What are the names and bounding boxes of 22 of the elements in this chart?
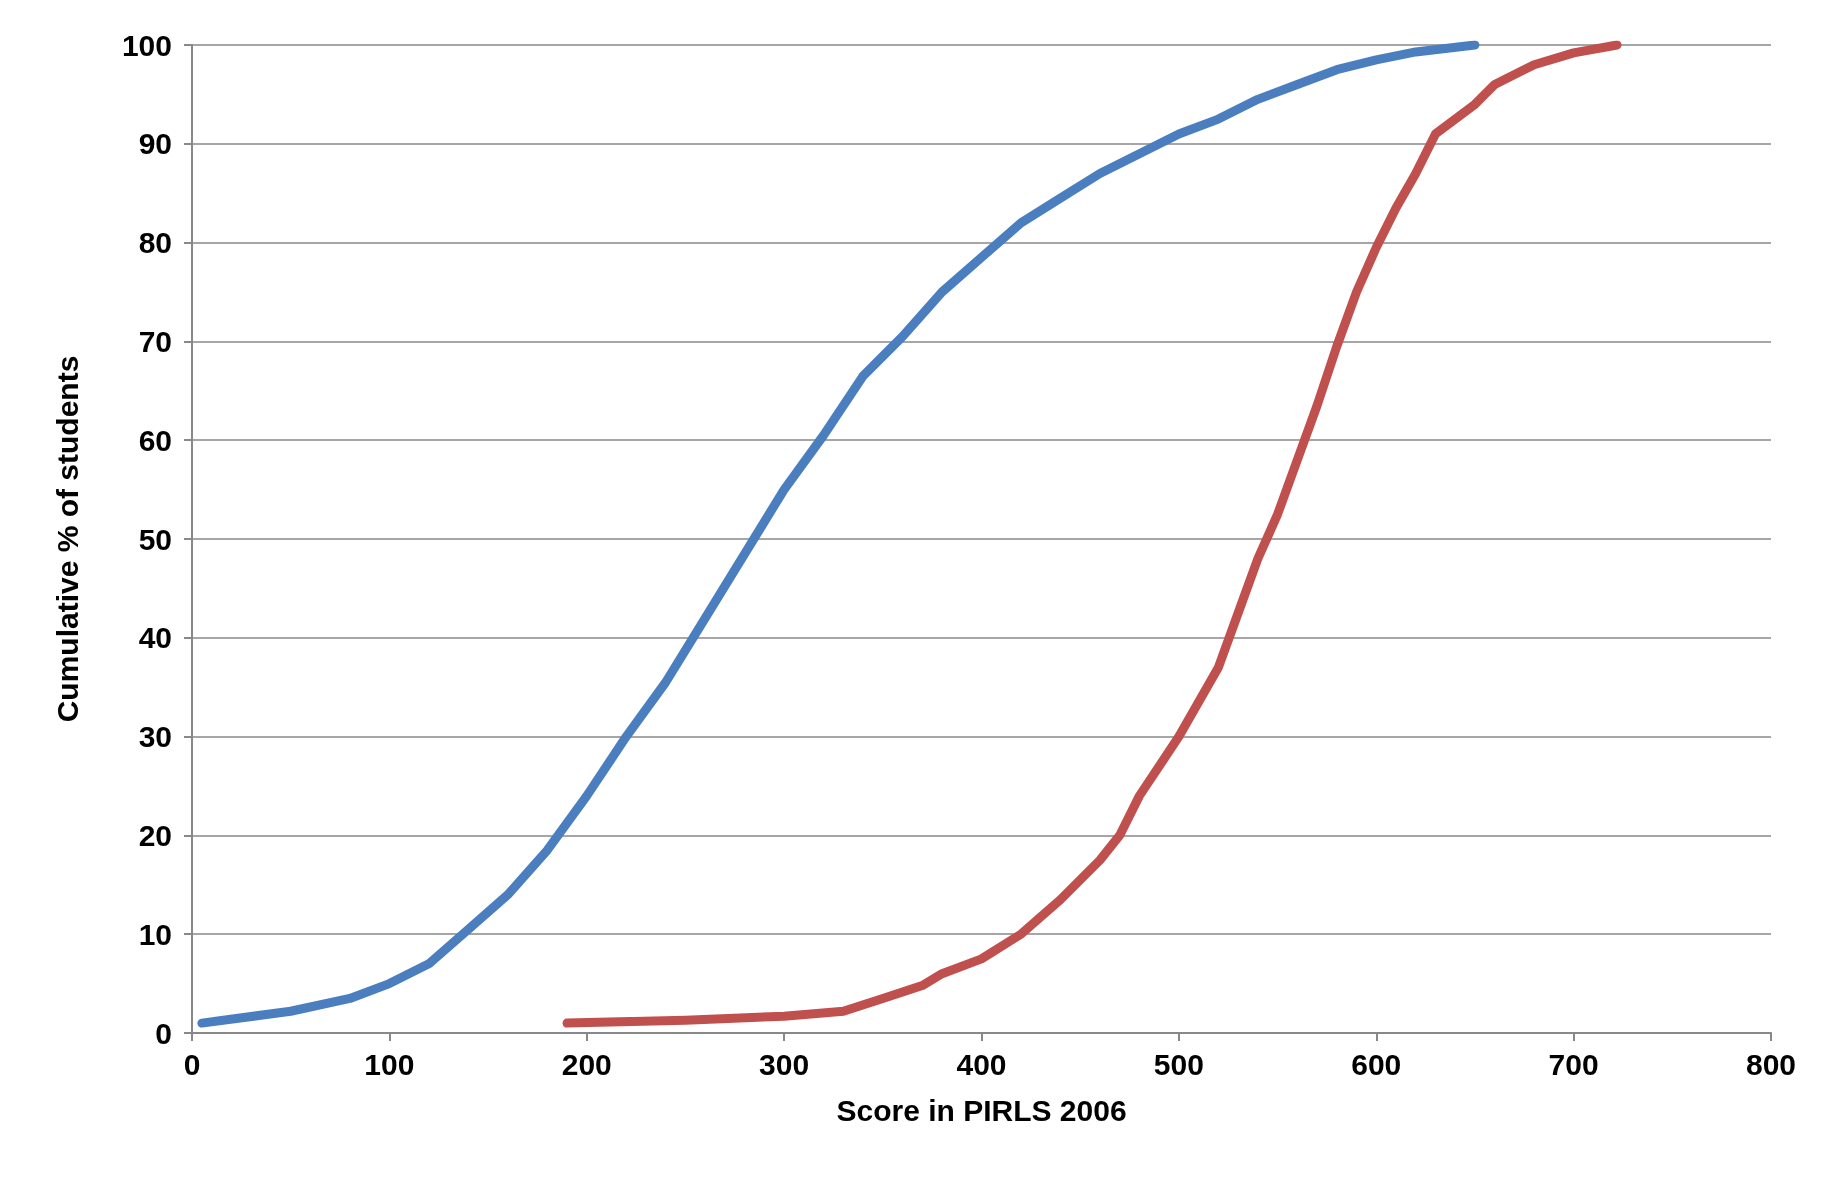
y-tick-label: 60 (138, 423, 172, 457)
x-tick-label: 0 (183, 1047, 201, 1081)
y-tick-label: 80 (138, 226, 172, 260)
x-tick-label: 600 (1351, 1047, 1402, 1081)
y-tick-label: 10 (138, 917, 172, 951)
y-tick-label: 50 (138, 522, 172, 556)
y-tick-label: 30 (138, 720, 172, 754)
x-tick-label: 700 (1548, 1047, 1599, 1081)
x-tick-label: 100 (364, 1047, 415, 1081)
x-axis-title: Score in PIRLS 2006 (836, 1093, 1127, 1127)
x-tick-label: 800 (1745, 1047, 1797, 1081)
y-tick-label: 0 (155, 1016, 172, 1050)
x-tick-label: 200 (561, 1047, 612, 1081)
y-axis-title: Cumulative % of students (50, 355, 84, 723)
y-tick-label: 20 (138, 818, 172, 852)
x-tick-label: 300 (759, 1047, 810, 1081)
x-tick-label: 500 (1153, 1047, 1204, 1081)
x-tick-label: 400 (956, 1047, 1007, 1081)
y-tick-label: 70 (138, 324, 172, 358)
y-tick-label: 40 (138, 621, 172, 655)
y-tick-label: 90 (138, 127, 172, 161)
y-tick-label: 100 (121, 28, 172, 62)
